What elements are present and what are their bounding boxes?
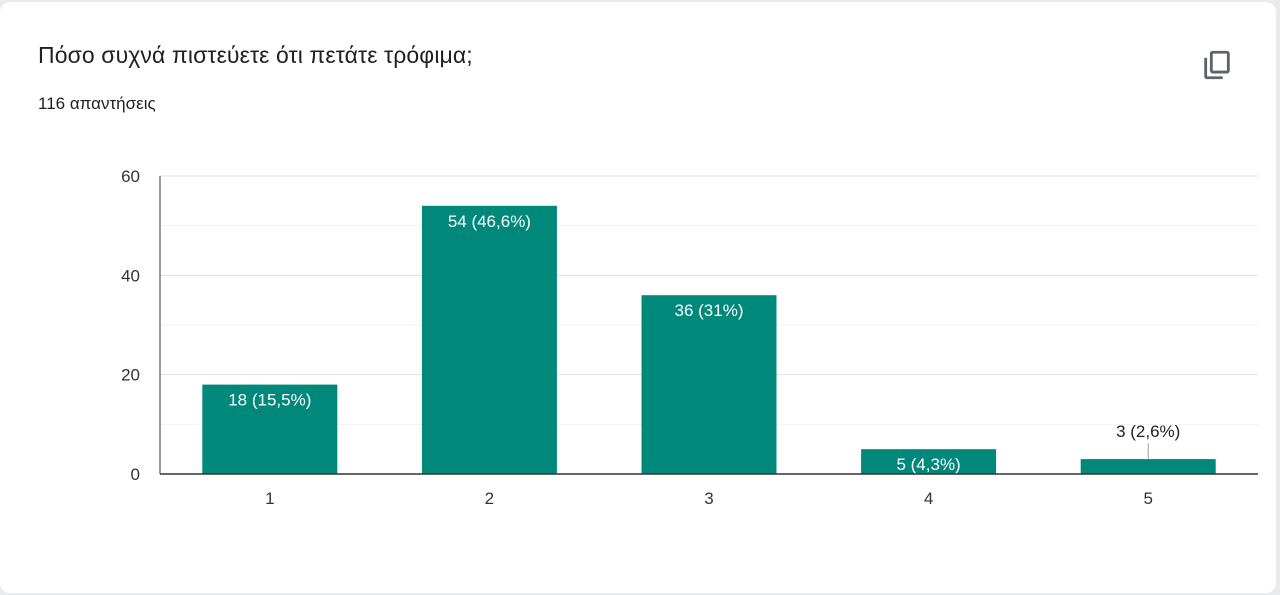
copy-icon	[1204, 50, 1230, 80]
x-tick-label: 2	[485, 489, 494, 508]
bar-data-label: 18 (15,5%)	[228, 391, 311, 410]
bar-data-label: 5 (4,3%)	[896, 455, 960, 474]
bar	[202, 384, 338, 474]
x-tick-label: 5	[1143, 489, 1152, 508]
bar-data-label: 54 (46,6%)	[448, 212, 531, 231]
bar	[1080, 459, 1216, 474]
y-tick-label: 0	[131, 465, 140, 484]
bar-data-label: 36 (31%)	[675, 301, 744, 320]
bar-data-label: 3 (2,6%)	[1116, 422, 1180, 441]
bar	[421, 205, 557, 475]
bar	[641, 295, 777, 474]
y-tick-label: 40	[121, 266, 140, 285]
x-tick-label: 1	[265, 489, 274, 508]
copy-chart-button[interactable]	[1192, 40, 1242, 90]
x-tick-label: 4	[924, 489, 933, 508]
bar	[861, 449, 997, 474]
question-title: Πόσο συχνά πιστεύετε ότι πετάτε τρόφιμα;	[38, 42, 473, 68]
y-tick-label: 20	[121, 366, 140, 385]
y-tick-label: 60	[121, 167, 140, 186]
response-count: 116 απαντήσεις	[38, 94, 156, 113]
x-tick-label: 3	[704, 489, 713, 508]
